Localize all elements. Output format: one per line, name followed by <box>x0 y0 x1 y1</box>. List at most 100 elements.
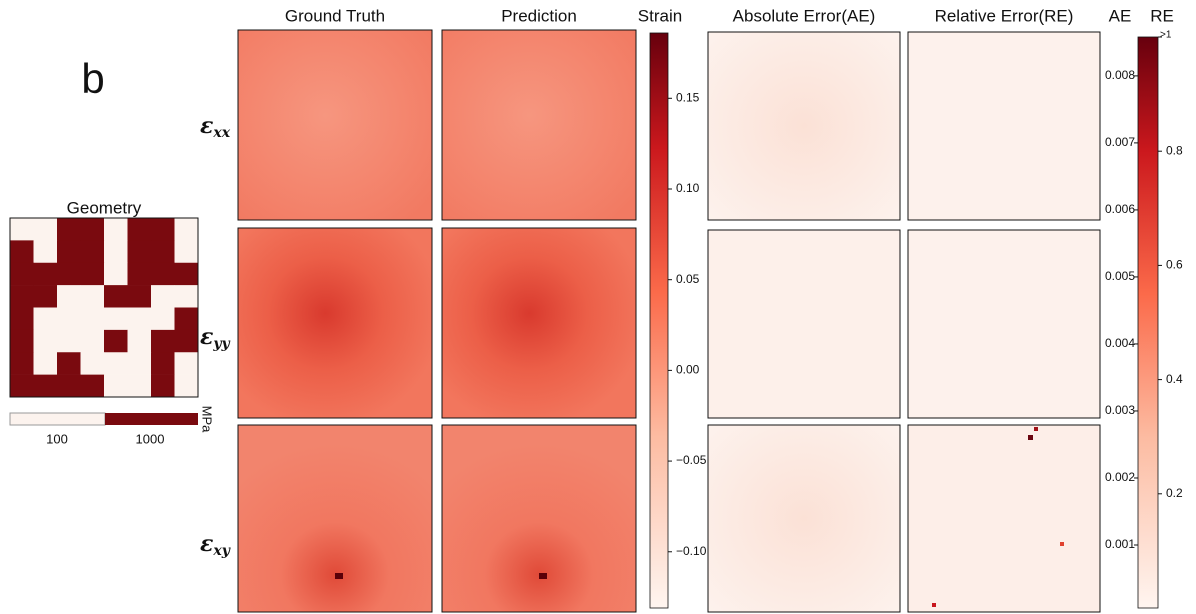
geometry-cell <box>174 285 199 308</box>
hot-pixel <box>1034 427 1038 431</box>
hot-pixel <box>539 573 547 579</box>
geometry-cell <box>104 240 128 264</box>
panel-label: b <box>81 55 104 102</box>
geometry-cell <box>151 352 175 375</box>
tick-label: 0.002 <box>1105 470 1135 484</box>
panel <box>237 29 1101 613</box>
symbol: ε <box>200 113 213 139</box>
geometry-cell <box>174 262 199 286</box>
heatmap <box>237 424 433 613</box>
heatmaps <box>237 29 1101 613</box>
geometry-cell <box>104 307 128 331</box>
material-label: 100 <box>46 431 68 446</box>
geometry-cell <box>10 218 34 241</box>
geometry-cell <box>151 285 175 308</box>
material-label: 1000 <box>136 431 165 446</box>
material-swatch <box>9 412 106 426</box>
geometry-cell <box>104 285 128 308</box>
column-header: AE <box>1109 6 1132 25</box>
heatmap <box>907 31 1101 221</box>
geometry-cell <box>57 352 81 375</box>
heatmap <box>441 227 637 419</box>
geometry-cell <box>10 240 34 264</box>
column-header: RE <box>1150 6 1174 25</box>
geometry-cell <box>10 374 34 398</box>
geometry-cell <box>174 240 199 264</box>
tick-label: 0.10 <box>676 181 700 195</box>
heatmap <box>441 424 637 613</box>
row-label: εxy <box>200 531 231 559</box>
geometry-cell <box>104 218 128 241</box>
material-swatch <box>105 413 198 425</box>
hot-pixel <box>1028 435 1033 440</box>
tick-label: 0.004 <box>1105 336 1135 350</box>
geometry-cell <box>10 307 34 331</box>
geometry-cell <box>80 285 105 308</box>
geometry-cell <box>127 262 152 286</box>
tick-label: 0.006 <box>1105 202 1135 216</box>
colorbar <box>649 32 669 609</box>
geometry-cell <box>80 374 105 398</box>
column-header: Prediction <box>501 6 577 25</box>
geometry-cell <box>151 262 175 286</box>
geometry-cell <box>33 307 58 331</box>
geometry-cell <box>151 218 175 241</box>
symbol: ε <box>200 531 213 557</box>
hot-pixel <box>335 573 343 579</box>
tick-label: 0.6 <box>1166 258 1183 272</box>
geometry-cell <box>104 262 128 286</box>
geometry-cell <box>127 374 152 398</box>
tick-label: 0.003 <box>1105 403 1135 417</box>
geometry-frame <box>9 217 199 398</box>
geometry-cell <box>104 374 128 398</box>
geometry-cell <box>127 307 152 331</box>
subscript: yy <box>212 336 230 352</box>
tick-label: 0.008 <box>1105 68 1135 82</box>
geometry-cell <box>33 329 58 353</box>
heatmap <box>707 31 901 221</box>
subscript: xy <box>212 543 230 559</box>
geometry-cell <box>57 307 81 331</box>
geometry-cell <box>80 352 105 375</box>
geometry-cell <box>80 329 105 353</box>
geometry-cell <box>10 352 34 375</box>
geometry-cell <box>57 329 81 353</box>
column-header: Ground Truth <box>285 6 385 25</box>
column-header: Absolute Error(AE) <box>733 6 876 25</box>
hot-pixel <box>932 603 936 607</box>
geometry-cell <box>104 352 128 375</box>
heatmap <box>441 29 637 221</box>
geometry-cell <box>127 240 152 264</box>
geometry-cell <box>57 218 81 241</box>
geometry-cell <box>174 329 199 353</box>
tick-label: 0.8 <box>1166 143 1183 157</box>
hot-pixel <box>1060 542 1064 546</box>
tick-label: −0.10 <box>676 544 707 558</box>
heatmap <box>707 229 901 419</box>
geometry-cell <box>174 307 199 331</box>
tick-label: >1 <box>1160 30 1172 41</box>
tick-label: 0.00 <box>676 363 700 377</box>
geometry-cell <box>10 285 34 308</box>
geometry-cell <box>33 374 58 398</box>
heatmap <box>707 424 901 613</box>
geometry-cell <box>80 307 105 331</box>
row-label: εyy <box>200 324 231 352</box>
geometry-cell <box>80 218 105 241</box>
geometry-cell <box>174 352 199 375</box>
geometry-cell <box>80 240 105 264</box>
geometry-cell <box>174 218 199 241</box>
geometry-cell <box>151 307 175 331</box>
geometry-cell <box>127 285 152 308</box>
geometry-cell <box>127 329 152 353</box>
heatmap <box>237 29 433 221</box>
material-unit: MPa <box>200 406 215 434</box>
geometry-cell <box>57 285 81 308</box>
tick-label: 0.005 <box>1105 269 1135 283</box>
geometry-cell <box>80 262 105 286</box>
geometry-cell <box>127 218 152 241</box>
tick-label: 0.05 <box>676 272 700 286</box>
geometry-cell <box>127 352 152 375</box>
column-header: Relative Error(RE) <box>935 6 1074 25</box>
